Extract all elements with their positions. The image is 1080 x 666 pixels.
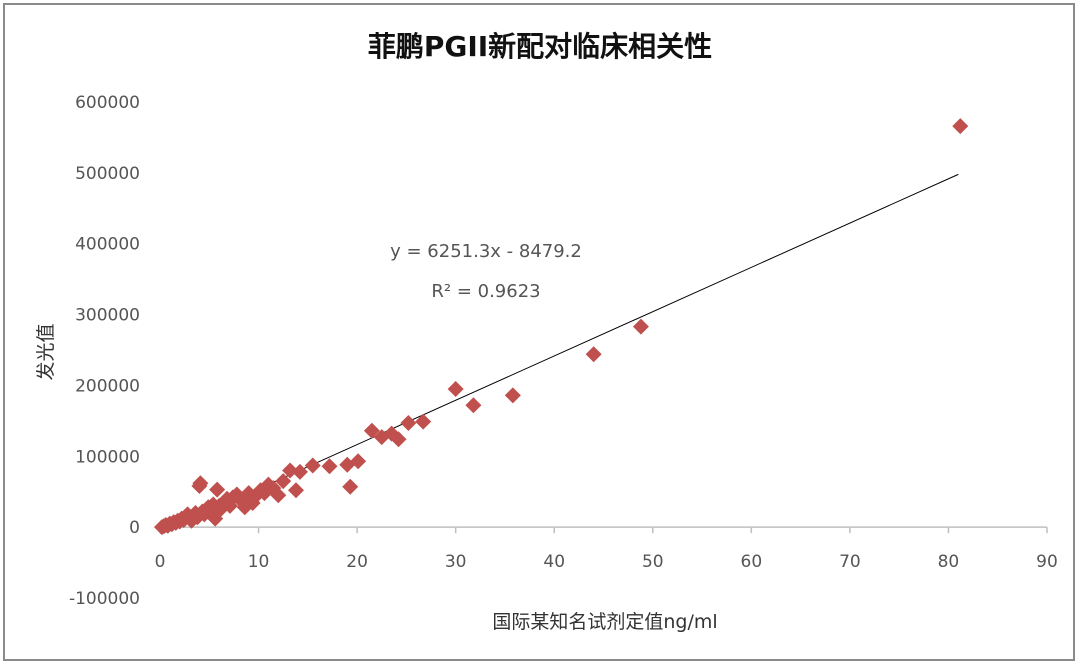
scatter-point — [275, 473, 292, 490]
scatter-point — [465, 397, 482, 414]
y-tick-label: 600000 — [75, 93, 140, 113]
scatter-point — [240, 485, 257, 502]
x-tick-label: 90 — [1036, 552, 1058, 572]
x-tick-labels: 0 10 20 30 40 50 60 70 80 90 — [155, 552, 1058, 572]
x-tick-label: 30 — [445, 552, 467, 572]
scatter-point — [270, 487, 287, 504]
x-tick-label: 0 — [155, 552, 166, 572]
y-tick-label: 200000 — [75, 376, 140, 396]
scatter-point — [350, 453, 367, 470]
y-tick-label: 100000 — [75, 447, 140, 467]
scatter-point — [282, 462, 299, 479]
x-tick-label: 20 — [346, 552, 368, 572]
scatter-point — [192, 475, 209, 492]
scatter-point — [415, 413, 432, 430]
x-tick-label: 40 — [543, 552, 565, 572]
scatter-point — [390, 431, 407, 448]
scatter-points — [153, 118, 969, 536]
scatter-point — [447, 380, 464, 397]
y-tick-label: 500000 — [75, 164, 140, 184]
trendline-equation: y = 6251.3x - 8479.2 — [390, 241, 582, 262]
x-tick-label: 70 — [839, 552, 861, 572]
y-tick-label: 400000 — [75, 235, 140, 255]
scatter-point — [304, 457, 321, 474]
scatter-point — [288, 482, 305, 499]
y-axis-label: 发光值 — [35, 323, 57, 380]
scatter-point — [952, 118, 969, 135]
scatter-point — [504, 387, 521, 404]
scatter-point — [189, 509, 206, 526]
x-tick-label: 80 — [938, 552, 960, 572]
trendline-r-squared: R² = 0.9623 — [431, 281, 540, 302]
chart-frame — [3, 3, 1075, 661]
x-tick-label: 60 — [741, 552, 763, 572]
scatter-point — [585, 346, 602, 363]
scatter-point — [632, 318, 649, 335]
x-tick-label: 10 — [248, 552, 270, 572]
scatter-point — [321, 458, 338, 475]
scatter-point — [209, 481, 226, 498]
scatter-point — [342, 478, 359, 495]
scatter-point — [291, 463, 308, 480]
y-tick-label: 300000 — [75, 306, 140, 326]
y-tick-label: 0 — [129, 518, 140, 538]
y-tick-label: -100000 — [69, 589, 140, 609]
scatter-point — [400, 414, 417, 431]
x-axis-label: 国际某知名试剂定值ng/ml — [492, 611, 717, 633]
x-tick-label: 50 — [642, 552, 664, 572]
scatter-point — [363, 422, 380, 439]
x-tick-marks — [159, 527, 1048, 534]
y-tick-labels: 600000 500000 400000 300000 200000 100000 0 -10… — [69, 93, 140, 609]
chart-title: 菲鹏PGII新配对临床相关性 — [368, 30, 712, 63]
